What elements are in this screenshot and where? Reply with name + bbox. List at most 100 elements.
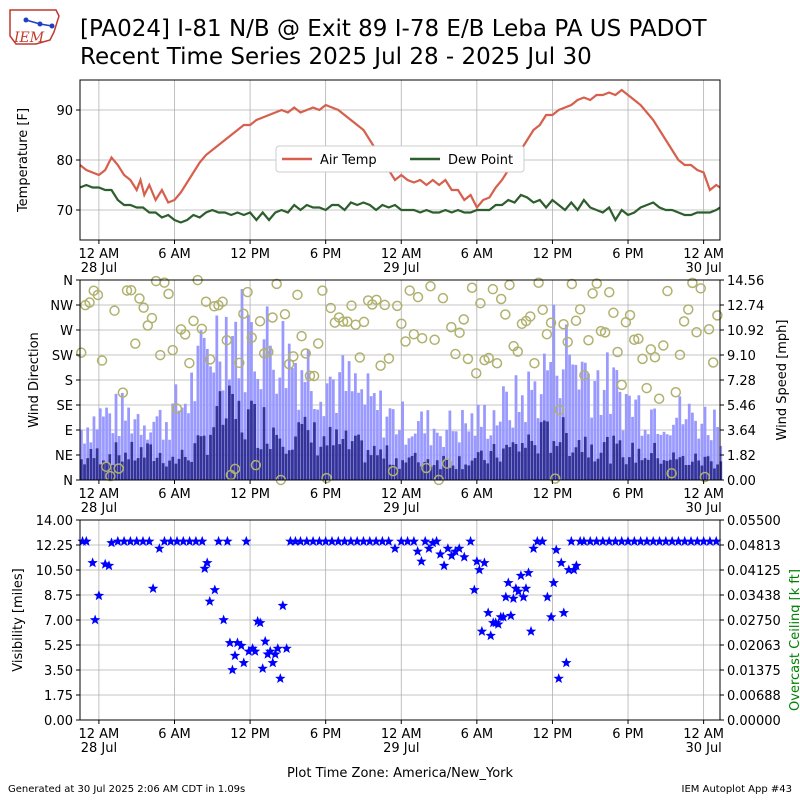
- wind-speed-bar: [539, 422, 543, 480]
- visibility-point: [202, 557, 213, 568]
- wind-direction-point: [454, 327, 465, 338]
- vis-xtick-label: 6 PM: [310, 727, 341, 742]
- visibility-point: [610, 535, 621, 546]
- wind-gust-bar: [347, 361, 351, 480]
- vis-xtick-label: 12 AM: [683, 727, 724, 742]
- wind-gust-bar: [628, 395, 631, 480]
- visibility-point: [563, 564, 574, 575]
- wind-direction-point: [337, 316, 349, 327]
- wind-speed-bar: [155, 457, 159, 480]
- visibility-point: [525, 625, 537, 636]
- wind-speed-bar: [423, 461, 427, 480]
- visibility-point: [438, 560, 450, 571]
- visibility-point: [546, 611, 557, 622]
- wind-direction-point: [595, 325, 607, 337]
- visibility-point: [450, 545, 461, 556]
- footer-app: IEM Autoplot App #43: [681, 784, 792, 795]
- visibility-point: [558, 607, 569, 618]
- wind-speed-bar: [338, 444, 342, 480]
- visibility-point: [243, 645, 254, 656]
- visibility-point: [454, 543, 465, 553]
- wind-gust-bar: [190, 372, 193, 480]
- wind-gust-bar: [558, 398, 562, 480]
- visibility-point: [93, 590, 105, 601]
- wind-gust-bar: [678, 396, 682, 480]
- wind-speed-bar: [631, 442, 634, 480]
- visibility-point: [561, 657, 572, 668]
- wind-gust-bar: [650, 409, 653, 480]
- visibility-point: [204, 595, 215, 606]
- wind-speed-tick-label: 3.64: [727, 424, 756, 439]
- wind-direction-point: [196, 323, 208, 335]
- wind-direction-point: [76, 347, 87, 358]
- vis-xtick-label: 6 PM: [612, 727, 643, 742]
- wind-gust-bar: [612, 367, 616, 480]
- wind-gust-bar: [483, 404, 486, 480]
- visibility-point: [465, 535, 476, 546]
- visibility-point: [222, 535, 233, 546]
- wind-direction-point: [96, 355, 108, 366]
- wind-gust-bar: [618, 391, 622, 480]
- wind-gust-bar: [467, 431, 471, 480]
- wind-speed-bar: [360, 440, 364, 480]
- wind-speed-bar: [196, 435, 200, 480]
- wind-gust-bar: [498, 421, 502, 480]
- wind-speed-bar: [646, 459, 650, 480]
- visibility-point: [510, 583, 522, 593]
- wind-speed-bar: [429, 466, 433, 480]
- visibility-point: [503, 577, 514, 588]
- visibility-point: [165, 535, 176, 546]
- chart-subtitle: Recent Time Series 2025 Jul 28 - 2025 Ju…: [80, 44, 592, 70]
- wind-direction-point: [695, 283, 706, 294]
- vis-xtick-date: 29 Jul: [383, 741, 419, 756]
- vis-ytick-label: 3.50: [44, 664, 73, 679]
- temp-xtick-label: 12 PM: [533, 247, 573, 262]
- wind-gust-bar: [284, 388, 288, 480]
- visibility-point: [103, 560, 115, 571]
- wind-direction-point: [703, 323, 715, 335]
- visibility-point: [412, 545, 423, 556]
- wind-gust-bar: [599, 414, 603, 480]
- wind-direction-point: [608, 307, 619, 319]
- wind-direction-point: [325, 302, 336, 314]
- wind-speed-bar: [212, 427, 216, 480]
- visibility-point: [622, 535, 634, 546]
- wind-direction-point: [707, 357, 719, 368]
- wind-gust-bar: [86, 427, 90, 480]
- vis-ytick-label: 1.75: [44, 689, 73, 704]
- legend-dew-point-label: Dew Point: [448, 153, 513, 168]
- wind-speed-bar: [376, 455, 379, 480]
- visibility-point: [265, 645, 276, 656]
- wind-speed-ylabel: Wind Speed [mph]: [775, 320, 790, 441]
- wind-speed-bar: [602, 442, 606, 480]
- wind-gust-bar: [473, 435, 477, 480]
- wind-speed-bar: [580, 452, 584, 480]
- wind-speed-bar: [265, 443, 269, 480]
- wind-direction-point: [691, 327, 702, 338]
- wind-gust-bar: [136, 414, 140, 480]
- wind-speed-bar: [621, 457, 625, 480]
- visibility-point: [551, 544, 562, 555]
- visibility-point: [679, 535, 690, 546]
- wind-speed-bar: [426, 459, 430, 480]
- wind-gust-bar: [615, 370, 619, 480]
- temp-ytick-label: 90: [56, 104, 73, 119]
- ceiling-ytick-label: 0.04813: [727, 539, 781, 554]
- wind-speed-bar: [473, 458, 477, 480]
- wind-gust-bar: [174, 384, 178, 480]
- wind-direction-point: [549, 473, 561, 484]
- wind-speed-bar: [92, 458, 96, 480]
- wind-speed-bar: [372, 445, 376, 480]
- wind-dir-tick-label: W: [60, 324, 73, 339]
- wind-speed-bar: [542, 420, 546, 480]
- wind-gust-bar: [672, 424, 675, 480]
- wind-direction-point: [670, 386, 682, 398]
- wind-xtick-label: 12 PM: [230, 487, 270, 502]
- wind-speed-bar: [142, 457, 146, 480]
- visibility-point: [553, 673, 564, 683]
- wind-speed-bar: [609, 463, 612, 480]
- wind-speed-bar: [284, 453, 288, 480]
- wind-speed-bar: [508, 447, 512, 480]
- wind-speed-bar: [80, 459, 83, 480]
- wind-direction-point: [537, 304, 548, 316]
